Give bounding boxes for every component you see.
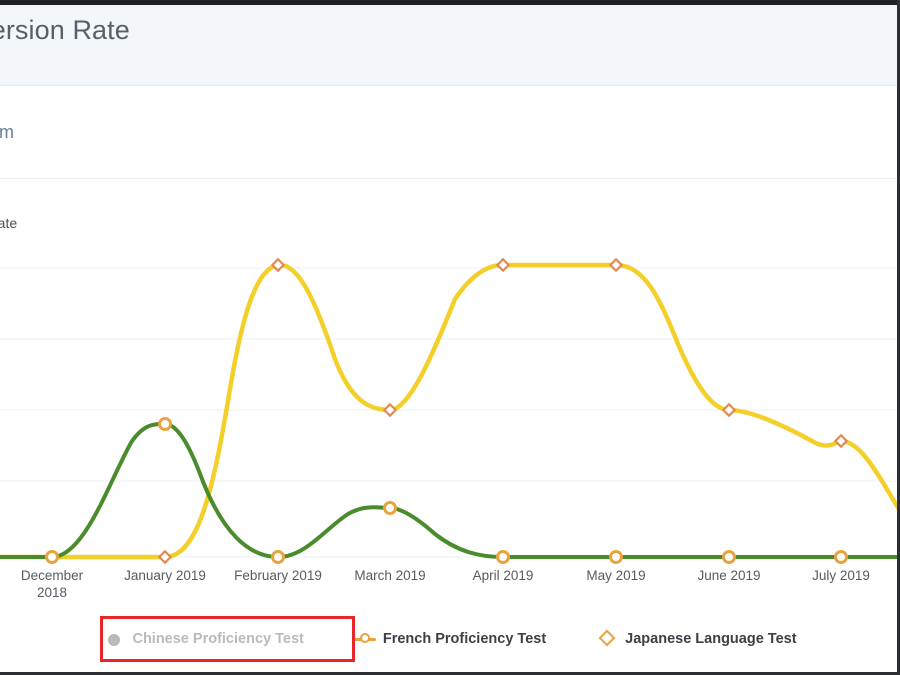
data-point-marker	[608, 257, 624, 273]
x-tick-line1: December	[20, 568, 84, 583]
x-tick-may-2019: May 2019	[556, 567, 676, 584]
x-tick-april-2019: April 2019	[443, 567, 563, 584]
legend-label: French Proficiency Test	[382, 631, 547, 647]
x-tick-line1: July 2019	[812, 568, 870, 583]
data-point-marker	[270, 257, 286, 273]
data-point-marker	[496, 550, 510, 564]
x-axis-tick-labels: December 2018 January 2019 February 2019…	[0, 567, 900, 615]
x-tick-july-2019: July 2019	[781, 567, 900, 584]
chart-legend: Chinese Proficiency Test French Proficie…	[0, 615, 900, 675]
x-tick-line1: January 2019	[124, 568, 206, 583]
data-point-marker	[495, 257, 511, 273]
legend-label: Chinese Proficiency Test	[132, 631, 304, 647]
legend-item-french-proficiency-test[interactable]: French Proficiency Test	[346, 625, 554, 653]
data-point-marker	[833, 433, 849, 449]
data-point-marker	[721, 402, 737, 418]
legend-marker-diamond-icon	[596, 629, 618, 647]
series-line-french	[0, 421, 900, 559]
data-point-marker	[45, 550, 59, 564]
data-point-marker	[158, 417, 172, 431]
x-tick-december-2018: December 2018	[0, 567, 112, 601]
plot-area[interactable]	[0, 179, 900, 615]
series-markers-japanese	[157, 257, 849, 565]
chart-panel: sion Rate	[0, 179, 900, 615]
data-point-marker	[382, 402, 398, 418]
chart-toolbar: Zoom	[0, 86, 900, 179]
window-right-edge	[897, 0, 900, 675]
legend-marker-circle-icon	[353, 632, 376, 646]
window-bottom-edge	[0, 672, 900, 675]
legend-label: Japanese Language Test	[625, 631, 797, 647]
series-markers-french	[45, 417, 848, 564]
legend-marker-circle-filled-icon	[103, 632, 125, 646]
chart-svg	[0, 257, 900, 565]
y-axis-title: sion Rate	[0, 215, 18, 231]
x-tick-march-2019: March 2019	[330, 567, 450, 584]
window-top-edge	[0, 0, 900, 5]
page-header: nversion Rate	[0, 5, 900, 86]
x-tick-line2: 2018	[36, 585, 68, 600]
x-tick-line1: March 2019	[354, 568, 426, 583]
data-point-marker	[834, 550, 848, 564]
data-point-marker	[383, 501, 397, 515]
x-tick-february-2019: February 2019	[218, 567, 338, 584]
page-title: nversion Rate	[0, 15, 130, 45]
legend-item-japanese-language-test[interactable]: Japanese Language Test	[588, 625, 804, 653]
series-line-japanese	[0, 262, 900, 560]
x-tick-line1: May 2019	[586, 568, 646, 583]
x-tick-line1: June 2019	[697, 568, 761, 583]
legend-item-chinese-proficiency-test[interactable]: Chinese Proficiency Test	[95, 625, 311, 653]
data-point-marker	[609, 550, 623, 564]
data-point-marker	[722, 550, 736, 564]
data-point-marker	[157, 549, 173, 565]
x-tick-line1: February 2019	[234, 568, 322, 583]
zoom-link[interactable]: Zoom	[0, 122, 15, 142]
x-tick-line1: April 2019	[472, 568, 534, 583]
x-tick-january-2019: January 2019	[105, 567, 225, 584]
x-tick-june-2019: June 2019	[669, 567, 789, 584]
data-point-marker	[271, 550, 285, 564]
